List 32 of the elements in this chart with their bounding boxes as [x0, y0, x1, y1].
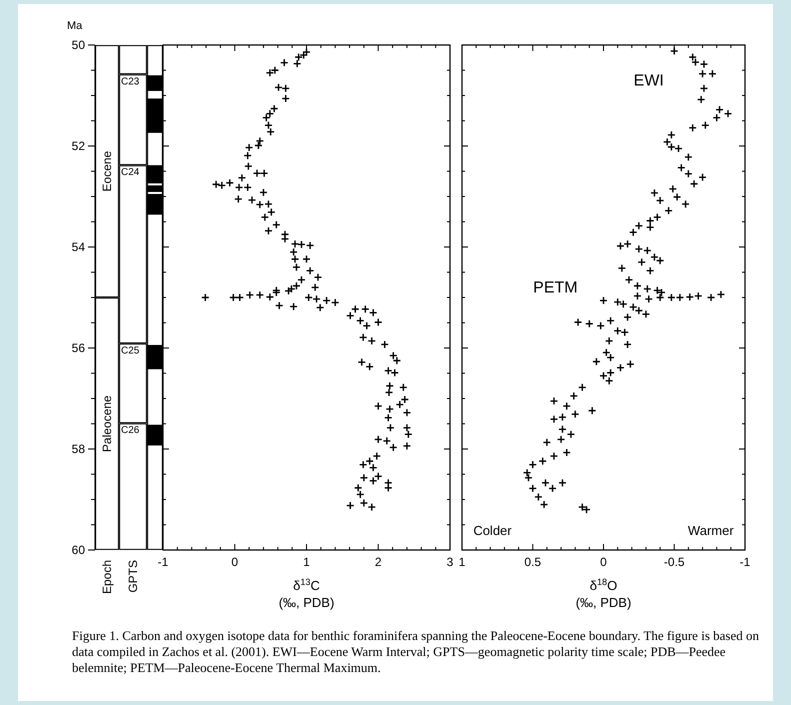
x-tick-label: 1 [458, 555, 466, 569]
x-tick-label: 0 [600, 555, 608, 569]
y-axis-title: Ma [67, 20, 84, 32]
x-tick-label: 0 [231, 555, 238, 569]
annotation: Colder [473, 522, 512, 538]
y-tick-label: 54 [72, 240, 86, 254]
series-label: C26 [121, 425, 140, 436]
x-tick-label: -1 [740, 555, 751, 569]
annotation: Warmer [688, 522, 734, 538]
y-tick-label: 50 [72, 38, 86, 52]
series-label: Eocene [100, 150, 114, 192]
y-tick-label: 52 [72, 139, 86, 154]
series-label: C23 [121, 76, 140, 88]
series-label: C25 [121, 345, 140, 356]
x-tick-label: -0.5 [664, 555, 685, 569]
x-axis-title: δ$^{18}$O (‰, PDB) [576, 577, 632, 610]
caption: Figure 1. Carbon and oxygen isotope data for benthic foraminifera spanning the Paleocene-Eocene boundary. The figure is based on data compiled in Zachos et al. (2001). EWI—Eocene Warm Interval; GPTS—geomagnetic polarity time scale; PDB—Peedee belemnite; PETM—Paleocene-Eocene Thermal Maximum. [72, 628, 760, 676]
series-label: Paleocene [100, 395, 114, 452]
x-tick-label: Epoch [100, 560, 114, 594]
y-tick-label: 56 [72, 341, 86, 356]
x-axis-title: δ$^{13}$C (‰, PDB) [278, 577, 334, 610]
x-tick-label: 0.5 [524, 555, 542, 569]
y-tick-label: 58 [72, 442, 86, 456]
annotation: EWI [634, 72, 664, 90]
x-tick-label: -1 [158, 555, 169, 569]
annotation: PETM [533, 279, 578, 296]
y-tick-label: 60 [72, 543, 86, 558]
series-label: C24 [121, 167, 140, 178]
x-tick-label: 1 [303, 555, 310, 569]
x-tick-label: GPTS [126, 560, 140, 593]
x-tick-label: 2 [374, 555, 382, 569]
x-tick-label: 3 [446, 555, 454, 569]
